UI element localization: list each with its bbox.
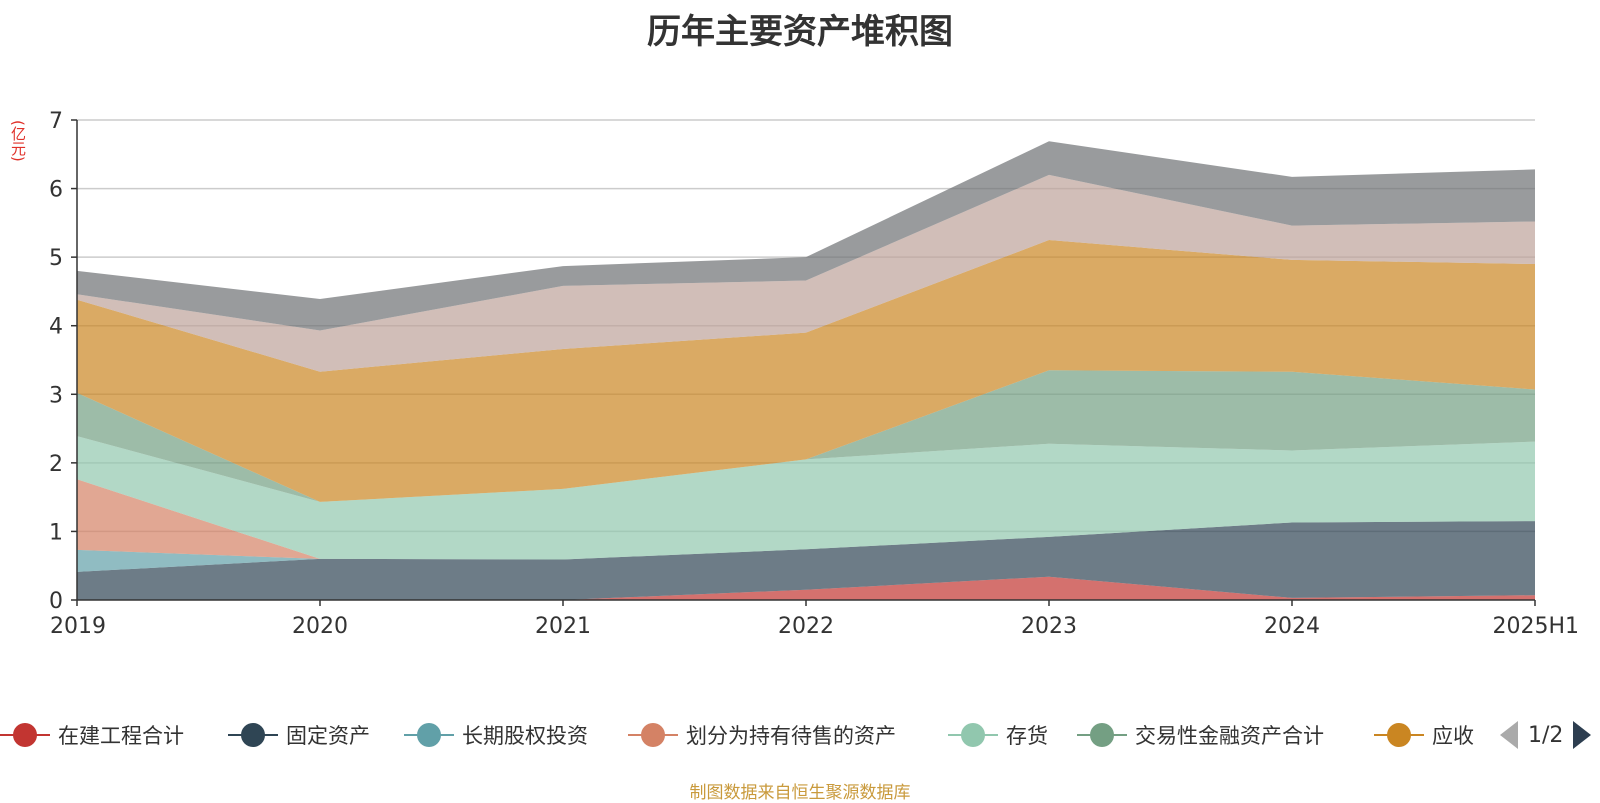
legend-marker-icon — [0, 720, 50, 750]
legend-label: 交易性金融资产合计 — [1135, 724, 1324, 748]
legend-item[interactable]: 存货 — [948, 718, 1048, 752]
legend-item[interactable]: 长期股权投资 — [404, 718, 588, 752]
y-tick-label: 1 — [49, 520, 63, 545]
y-tick-label: 2 — [49, 452, 63, 477]
legend-marker-icon — [404, 720, 454, 750]
y-tick-label: 5 — [49, 246, 63, 271]
area-series-5 — [77, 436, 1535, 560]
area-series-4 — [77, 479, 1535, 560]
area-series-6 — [77, 370, 1535, 502]
legend-marker-icon — [628, 720, 678, 750]
y-tick-label: 0 — [49, 589, 63, 614]
x-tick-label: 2019 — [50, 614, 106, 639]
legend-marker-icon — [1374, 720, 1424, 750]
area-series-9 — [77, 141, 1535, 331]
stacked-area-chart: 0 1 2 3 4 5 6 7 2019 2020 2021 2022 2023 2024 2025H1 — [49, 109, 1579, 639]
chart-title: 历年主要资产堆积图 — [647, 12, 953, 52]
y-axis-unit-label: (亿元) — [9, 120, 27, 162]
y-tick-label: 7 — [49, 109, 63, 134]
y-tick-label: 6 — [49, 178, 63, 203]
area-series-8 — [77, 174, 1535, 372]
legend-next-page-icon[interactable] — [1573, 721, 1592, 749]
legend-label: 在建工程合计 — [58, 724, 184, 748]
x-tick-label: 2023 — [1021, 614, 1077, 639]
legend-marker-icon — [228, 720, 278, 750]
legend-marker-icon — [948, 720, 998, 750]
legend-page-indicator: 1/2 — [1528, 722, 1564, 748]
x-tick-label: 2025H1 — [1492, 614, 1579, 639]
legend-item[interactable]: 应收 — [1374, 718, 1474, 752]
x-tick-label: 2024 — [1264, 614, 1320, 639]
legend: 在建工程合计 固定资产 长期股权投资 划分为持有待售的资产 存货 交易性金融资产合计 应收 — [0, 718, 1600, 752]
legend-marker-icon — [1077, 720, 1127, 750]
data-source-note: 制图数据来自恒生聚源数据库 — [689, 783, 911, 803]
legend-item[interactable]: 划分为持有待售的资产 — [628, 718, 896, 752]
area-series-7 — [77, 240, 1535, 502]
legend-item[interactable]: 在建工程合计 — [0, 718, 184, 752]
axes: 0 1 2 3 4 5 6 7 2019 2020 2021 2022 2023 2024 2025H1 — [49, 109, 1579, 639]
y-tick-label: 4 — [49, 315, 63, 340]
x-tick-label: 2022 — [778, 614, 834, 639]
legend-pager: 1/2 — [1500, 718, 1592, 752]
legend-label: 应收 — [1432, 724, 1474, 748]
legend-prev-page-icon[interactable] — [1500, 721, 1518, 749]
area-series-1 — [77, 576, 1535, 600]
area-series-2 — [77, 521, 1535, 600]
legend-label: 固定资产 — [286, 724, 370, 748]
x-tick-label: 2020 — [292, 614, 348, 639]
legend-item[interactable]: 交易性金融资产合计 — [1077, 718, 1324, 752]
legend-label: 划分为持有待售的资产 — [686, 724, 896, 748]
legend-label: 长期股权投资 — [462, 724, 588, 748]
x-tick-label: 2021 — [535, 614, 591, 639]
y-tick-label: 3 — [49, 383, 63, 408]
legend-label: 存货 — [1006, 724, 1048, 748]
area-series — [77, 141, 1535, 600]
legend-item[interactable]: 固定资产 — [228, 718, 370, 752]
